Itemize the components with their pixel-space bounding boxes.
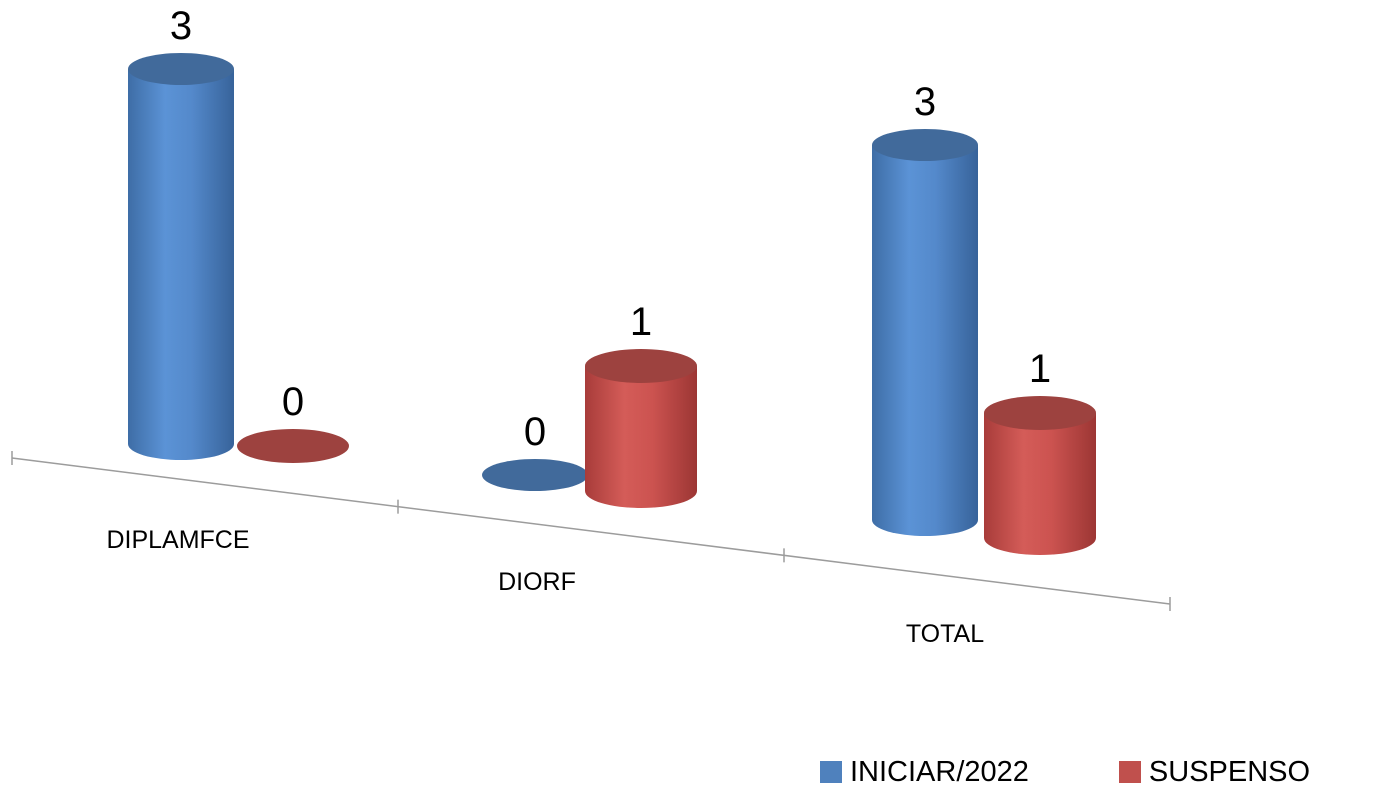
data-label: 0: [524, 410, 546, 454]
bar-body: [585, 366, 697, 508]
data-label: 1: [630, 300, 652, 344]
category-axis-line: [11, 457, 1171, 605]
bar-iniciar-2022-diplamfce: [128, 53, 234, 460]
bar-suspenso-diplamfce: [237, 429, 349, 463]
legend-label-series-0: INICIAR/2022: [850, 756, 1029, 788]
bar-top: [984, 396, 1096, 430]
bar-top: [237, 429, 349, 463]
category-axis: [11, 451, 1171, 611]
bar-body: [872, 145, 978, 536]
labels-layer: DIPLAMFCE DIORF TOTAL 3 0 0 1 3 1: [106, 4, 1051, 648]
bar-top: [872, 129, 978, 161]
bar-top: [585, 349, 697, 383]
category-label: TOTAL: [906, 620, 984, 648]
bar-body: [984, 413, 1096, 555]
legend-item-series-0: INICIAR/2022: [820, 756, 1029, 788]
bar-top: [128, 53, 234, 85]
bar-suspenso-total: [984, 396, 1096, 555]
data-label: 0: [282, 380, 304, 424]
category-label: DIPLAMFCE: [106, 526, 249, 554]
data-label: 3: [914, 80, 936, 124]
legend-item-series-1: SUSPENSO: [1118, 756, 1311, 788]
legend-swatch-series-0: [820, 761, 842, 783]
bar-iniciar-2022-diorf: [482, 459, 588, 491]
bar-iniciar-2022-total: [872, 129, 978, 536]
bar-body: [128, 69, 234, 460]
data-label: 1: [1029, 347, 1051, 391]
legend: INICIAR/2022 SUSPENSO: [820, 756, 1310, 788]
bars-layer: [128, 53, 1096, 555]
data-label: 3: [170, 4, 192, 48]
legend-swatch-series-1: [1118, 761, 1141, 783]
bar-suspenso-diorf: [585, 349, 697, 508]
legend-label-series-1: SUSPENSO: [1148, 756, 1311, 788]
bar-top: [482, 459, 588, 491]
category-label: DIORF: [498, 568, 576, 596]
